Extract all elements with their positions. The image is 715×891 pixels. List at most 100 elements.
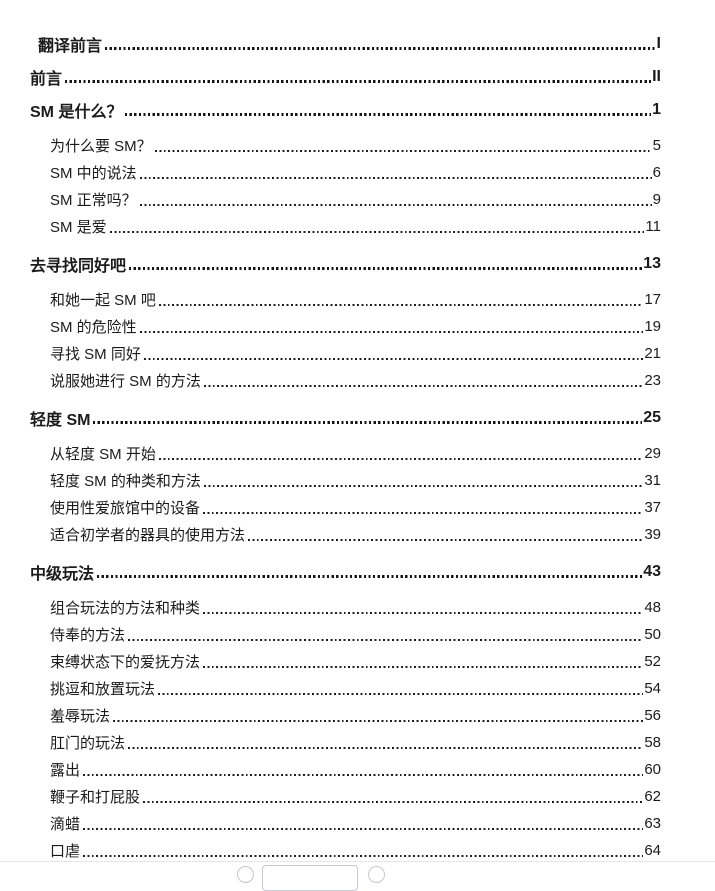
toc-entry[interactable]: 为什么要 SM？ 5 [30,132,661,159]
toc-entry[interactable]: 口虐 64 [30,837,661,861]
toc-list: 翻译前言 I 前言 II SM 是什么？ 1 为什么要 SM？ 5 SM 中的说法 6 SM 正常吗… [30,27,661,861]
toc-entry[interactable]: 去寻找同好吧 13 [30,247,661,280]
prev-page-button[interactable] [237,866,254,883]
toc-entry[interactable]: 侍奉的方法 50 [30,621,661,648]
toc-entry-page-number: 37 [644,499,661,516]
dot-leader [105,47,656,50]
toc-entry[interactable]: SM 的危险性 19 [30,313,661,340]
toc-entry[interactable]: 和她一起 SM 吧 17 [30,286,661,313]
toc-entry-page-number: 56 [644,707,661,724]
toc-entry[interactable]: SM 是爱 11 [30,213,661,240]
toc-entry-title: 挑逗和放置玩法 [50,681,156,698]
toc-entry[interactable]: 翻译前言 I [30,27,661,60]
next-page-button[interactable] [368,866,385,883]
toc-entry-page-number: II [652,67,661,85]
toc-entry[interactable]: 轻度 SM 的种类和方法 31 [30,467,661,494]
toc-entry[interactable]: 寻找 SM 同好 21 [30,340,661,367]
dot-leader [158,457,644,460]
toc-entry-title: 滴蜡 [50,816,81,833]
toc-entry-page-number: 13 [643,254,661,272]
toc-entry[interactable]: 束缚状态下的爱抚方法 52 [30,648,661,675]
dot-leader [83,827,644,830]
toc-entry[interactable]: 鞭子和打屁股 62 [30,783,661,810]
toc-entry[interactable]: 使用性爱旅馆中的设备 37 [30,494,661,521]
toc-entry[interactable]: 从轻度 SM 开始 29 [30,440,661,467]
toc-entry[interactable]: SM 中的说法 6 [30,159,661,186]
dot-leader [203,384,644,387]
toc-entry-page-number: 1 [652,100,661,118]
toc-entry-title: 肛门的玩法 [50,735,126,752]
toc-entry-title: 去寻找同好吧 [30,257,127,275]
toc-entry[interactable]: 组合玩法的方法和种类 48 [30,594,661,621]
pager-bar [0,862,715,891]
toc-entry-title: 羞辱玩法 [50,708,111,725]
toc-entry-title: SM 是爱 [50,219,107,236]
dot-leader [203,611,644,614]
toc-entry-page-number: 43 [643,562,661,580]
toc-entry-page-number: 19 [644,318,661,335]
toc-entry-title: 侍奉的方法 [50,627,126,644]
toc-entry-page-number: 11 [645,218,661,235]
toc-entry[interactable]: 羞辱玩法 56 [30,702,661,729]
toc-entry-page-number: 60 [644,761,661,778]
toc-entry-page-number: 54 [644,680,661,697]
dot-leader [154,149,652,152]
dot-leader [158,303,644,306]
toc-entry-page-number: 29 [644,445,661,462]
toc-entry-title: 从轻度 SM 开始 [50,446,156,463]
dot-leader [139,203,652,206]
dot-leader [143,800,644,803]
toc-entry-page-number: 48 [644,599,661,616]
dot-leader [143,357,644,360]
dot-leader [113,719,644,722]
dot-leader [83,773,644,776]
dot-leader [83,854,644,857]
toc-entry[interactable]: 肛门的玩法 58 [30,729,661,756]
toc-entry-title: 说服她进行 SM 的方法 [50,373,201,390]
toc-entry[interactable]: 露出 60 [30,756,661,783]
toc-entry-page-number: 23 [644,372,661,389]
toc-entry-title: 中级玩法 [30,565,95,583]
toc-entry-page-number: 63 [644,815,661,832]
toc-entry[interactable]: 前言 II [30,60,661,93]
toc-entry[interactable]: 滴蜡 63 [30,810,661,837]
toc-entry-title: SM 是什么？ [30,103,123,121]
toc-entry[interactable]: 轻度 SM 25 [30,401,661,434]
toc-entry-title: SM 的危险性 [50,319,137,336]
toc-entry-page-number: 64 [644,842,661,859]
dot-leader [203,665,644,668]
toc-entry-page-number: 31 [644,472,661,489]
toc-entry-page-number: 52 [644,653,661,670]
toc-entry-page-number: 58 [644,734,661,751]
toc-entry[interactable]: SM 是什么？ 1 [30,93,661,126]
toc-entry-page-number: 17 [644,291,661,308]
dot-leader [128,746,644,749]
toc-entry[interactable]: 中级玩法 43 [30,555,661,588]
toc-entry-title: 使用性爱旅馆中的设备 [50,500,201,517]
dot-leader [248,538,644,541]
toc-entry[interactable]: SM 正常吗？ 9 [30,186,661,213]
toc-entry[interactable]: 挑逗和放置玩法 54 [30,675,661,702]
toc-entry-title: 为什么要 SM？ [50,138,152,155]
dot-leader [97,575,643,578]
dot-leader [125,113,652,116]
toc-entry-page-number: 50 [644,626,661,643]
toc-entry-title: 寻找 SM 同好 [50,346,141,363]
dot-leader [158,692,644,695]
dot-leader [203,511,644,514]
page-number-input[interactable] [262,865,358,891]
toc-entry-title: 露出 [50,762,81,779]
toc-entry-title: 轻度 SM 的种类和方法 [50,473,201,490]
toc-entry-title: 和她一起 SM 吧 [50,292,156,309]
toc-entry[interactable]: 适合初学者的器具的使用方法 39 [30,521,661,548]
toc-entry-title: 轻度 SM [30,411,91,429]
toc-entry-page-number: 5 [652,137,661,154]
toc-entry-page-number: 21 [644,345,661,362]
toc-entry[interactable]: 说服她进行 SM 的方法 23 [30,367,661,394]
toc-entry-title: 前言 [30,70,63,88]
toc-entry-title: 口虐 [50,843,81,860]
toc-entry-title: 束缚状态下的爱抚方法 [50,654,201,671]
toc-entry-title: 鞭子和打屁股 [50,789,141,806]
toc-entry-title: 适合初学者的器具的使用方法 [50,527,246,544]
